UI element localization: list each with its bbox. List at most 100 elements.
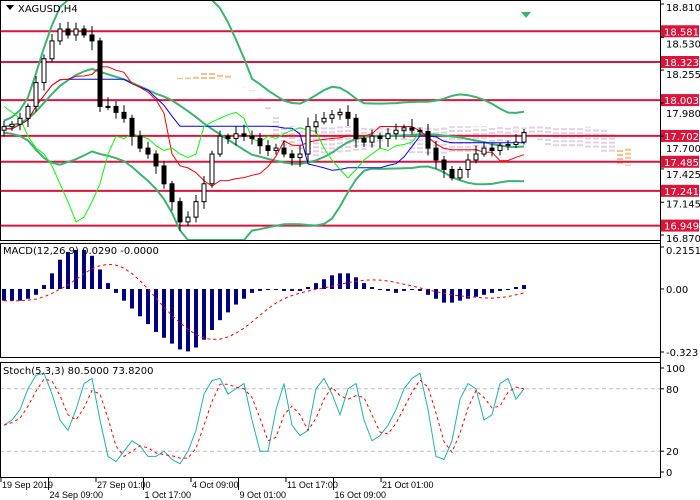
candle-body: [329, 114, 335, 119]
bollinger-lower: [3, 131, 525, 241]
macd-bar: [338, 273, 342, 289]
macd-bar: [314, 283, 318, 289]
macd-tick-label: 0.2151: [666, 246, 700, 257]
macd-bar: [170, 288, 174, 344]
kijun-line: [4, 78, 524, 171]
candle-body: [289, 153, 295, 159]
tenkan-line: [4, 66, 525, 187]
macd-bar: [154, 288, 158, 332]
macd-bar: [378, 288, 382, 290]
candle-body: [145, 147, 151, 155]
price-tick-label: 17.700: [666, 144, 700, 155]
stoch-label: Stoch(5,3,3) 80.5000 73.8200: [3, 366, 154, 377]
candle-body: [81, 28, 87, 36]
level-price-label: 16.949: [664, 222, 699, 233]
level-price-tag: [661, 55, 699, 68]
macd-bar: [34, 288, 38, 295]
macd-bar: [402, 288, 406, 291]
candle-body: [257, 138, 263, 147]
candle-body: [401, 127, 407, 131]
macd-bar: [274, 288, 278, 290]
macd-bar: [346, 273, 350, 289]
candle-body: [361, 138, 367, 143]
macd-bar: [242, 288, 246, 299]
macd-bar: [282, 288, 286, 291]
macd-bar: [410, 288, 414, 290]
macd-bar: [98, 269, 102, 289]
level-price-label: 18.581: [664, 27, 699, 38]
candle-body: [193, 201, 199, 218]
level-price-tag: [661, 219, 699, 232]
time-tick-label: 16 Oct 09:00: [335, 490, 387, 500]
macd-bar: [10, 288, 14, 301]
macd-bar: [354, 277, 358, 289]
symbol-menu-triangle-icon[interactable]: [6, 5, 14, 10]
time-tick-label: 19 Sep 2019: [2, 480, 53, 490]
time-tick-label: 21 Oct 01:00: [382, 480, 434, 490]
candle-body: [113, 105, 119, 113]
time-tick-label: 27 Sep 01:00: [97, 480, 151, 490]
stoch-tick-label: 80: [666, 385, 679, 396]
candle-body: [425, 130, 431, 149]
candle-body: [281, 147, 287, 155]
time-tick-label: 9 Oct 01:00: [240, 490, 287, 500]
macd-bar: [130, 288, 134, 309]
candle-body: [105, 105, 111, 108]
price-tick-label: 17.425: [666, 170, 700, 181]
macd-bar: [362, 283, 366, 289]
candle-body: [385, 133, 391, 140]
macd-bar: [74, 249, 78, 289]
candle-body: [9, 123, 15, 128]
macd-bar: [58, 259, 62, 289]
candle-body: [177, 201, 183, 223]
candle-body: [489, 147, 495, 151]
candle-body: [201, 183, 207, 203]
candle-body: [449, 169, 455, 179]
price-tick-label: 18.530: [666, 39, 700, 50]
candle-body: [97, 40, 103, 107]
macd-bar: [42, 285, 46, 289]
macd-bar: [106, 283, 110, 289]
candle-body: [369, 135, 375, 143]
macd-pane[interactable]: [2, 249, 526, 352]
candle-body: [49, 40, 55, 60]
candle-body: [513, 141, 519, 146]
stoch-pane[interactable]: [0, 372, 660, 465]
macd-bar: [482, 288, 486, 295]
macd-bar: [506, 288, 510, 290]
candle-body: [473, 153, 479, 161]
candle-body: [185, 216, 191, 223]
price-tick-label: 17.145: [666, 199, 700, 210]
macd-bar: [50, 273, 54, 289]
macd-bar: [522, 285, 526, 289]
macd-bar: [450, 288, 454, 303]
candle-body: [505, 144, 511, 147]
candle-body: [377, 135, 383, 140]
macd-bar: [418, 288, 422, 291]
price-tick-label: 18.810: [666, 3, 700, 14]
candle-body: [305, 126, 311, 155]
candle-body: [161, 165, 167, 185]
stoch-tick-label: 100: [666, 364, 685, 375]
candle-body: [521, 132, 527, 143]
macd-bar: [386, 288, 390, 291]
price-pane[interactable]: [0, 0, 660, 241]
stoch-main-line: [3, 372, 525, 465]
stoch-tick-label: 0: [666, 468, 672, 479]
candle-body: [441, 159, 447, 171]
candle-body: [217, 135, 223, 155]
candle-body: [41, 58, 47, 84]
candle-body: [57, 28, 63, 42]
macd-bar: [306, 287, 310, 289]
macd-bar: [146, 288, 150, 325]
level-price-tag: [661, 184, 699, 197]
macd-bar: [426, 288, 430, 295]
candle-body: [25, 105, 31, 119]
candle-body: [169, 183, 175, 203]
candle-body: [73, 28, 79, 36]
macd-tick-label: 0.00: [666, 285, 688, 296]
chikou-line: [3, 106, 421, 223]
macd-tick-label: -0.323: [666, 348, 698, 359]
level-price-label: 18.323: [664, 58, 699, 69]
